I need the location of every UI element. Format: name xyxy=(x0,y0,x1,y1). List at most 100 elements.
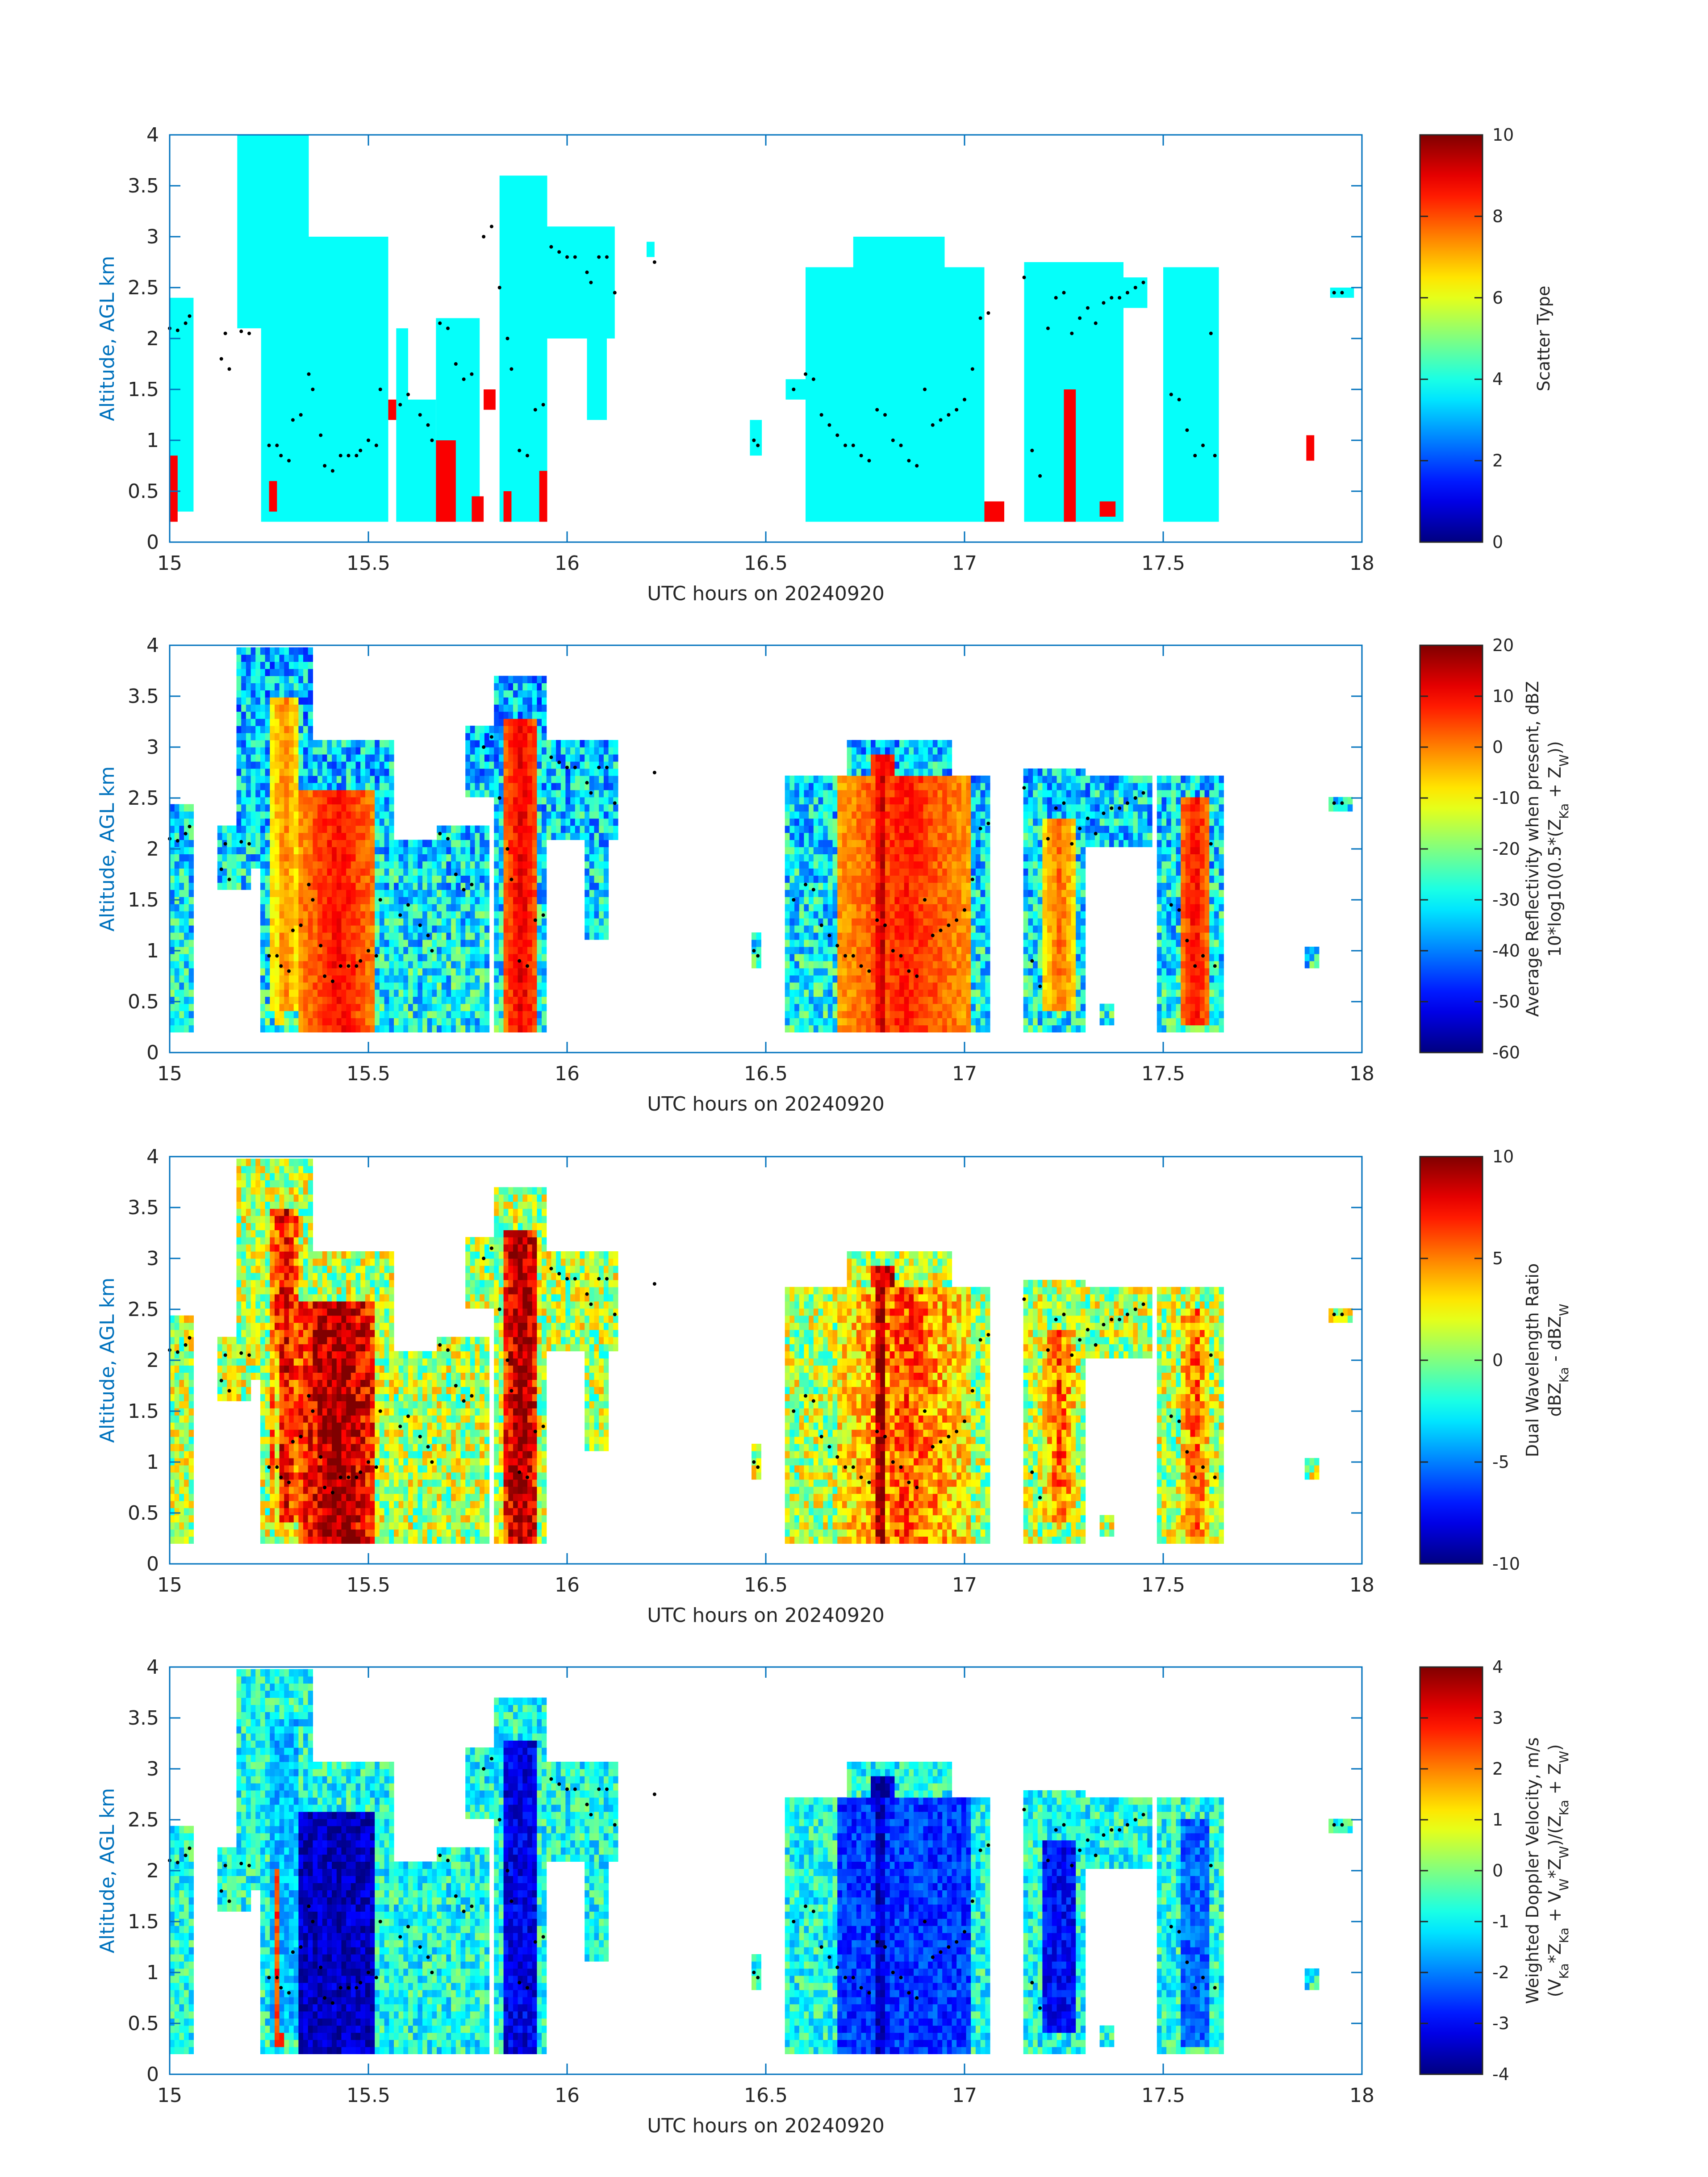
average-reflectivity-cell xyxy=(890,790,895,798)
average-reflectivity-cell xyxy=(317,861,322,869)
average-reflectivity-cell xyxy=(265,982,270,990)
average-reflectivity-cell xyxy=(537,947,542,954)
average-reflectivity-cell xyxy=(384,761,389,769)
average-reflectivity-cell xyxy=(303,890,308,897)
average-reflectivity-cell xyxy=(527,932,532,940)
average-reflectivity-cell xyxy=(542,697,547,705)
average-reflectivity-cell xyxy=(260,904,265,911)
average-reflectivity-cell xyxy=(251,733,256,740)
average-reflectivity-cell xyxy=(513,697,518,705)
average-reflectivity-cell xyxy=(475,740,480,748)
average-reflectivity-cell xyxy=(904,1011,909,1019)
average-reflectivity-cell xyxy=(389,904,394,911)
average-reflectivity-cell xyxy=(956,932,961,940)
average-reflectivity-cell xyxy=(933,882,938,890)
average-reflectivity-cell xyxy=(179,925,184,933)
average-reflectivity-cell xyxy=(785,925,790,933)
average-reflectivity-cell xyxy=(785,961,790,969)
average-reflectivity-cell xyxy=(909,911,914,919)
average-reflectivity-cell xyxy=(532,747,537,755)
average-reflectivity-cell xyxy=(451,997,456,1004)
average-reflectivity-cell xyxy=(284,726,289,733)
average-reflectivity-cell xyxy=(947,776,952,783)
average-reflectivity-cell xyxy=(518,875,523,883)
radiosonde-dot xyxy=(279,454,283,457)
average-reflectivity-cell xyxy=(814,1011,819,1019)
average-reflectivity-cell xyxy=(356,1011,361,1019)
average-reflectivity-cell xyxy=(470,947,475,954)
average-reflectivity-cell xyxy=(275,662,280,669)
average-reflectivity-cell xyxy=(847,875,852,883)
average-reflectivity-cell xyxy=(280,954,284,961)
average-reflectivity-cell xyxy=(384,911,389,919)
average-reflectivity-cell xyxy=(537,975,542,983)
average-reflectivity-cell xyxy=(933,854,938,861)
average-reflectivity-cell xyxy=(284,1011,289,1019)
radiosonde-dot xyxy=(827,423,831,427)
average-reflectivity-cell xyxy=(551,826,556,833)
average-reflectivity-cell xyxy=(289,847,294,854)
average-reflectivity-cell xyxy=(265,747,270,755)
average-reflectivity-cell xyxy=(275,655,280,662)
average-reflectivity-cell xyxy=(842,918,847,926)
average-reflectivity-cell xyxy=(313,940,317,947)
average-reflectivity-cell xyxy=(933,975,938,983)
average-reflectivity-cell xyxy=(394,911,399,919)
average-reflectivity-cell xyxy=(270,961,275,969)
average-reflectivity-cell xyxy=(861,997,866,1004)
average-reflectivity-cell xyxy=(609,811,614,819)
average-reflectivity-cell xyxy=(828,954,833,961)
average-reflectivity-cell xyxy=(360,740,365,748)
average-reflectivity-cell xyxy=(437,990,442,997)
average-reflectivity-cell xyxy=(933,1004,938,1011)
average-reflectivity-cell xyxy=(475,733,480,740)
average-reflectivity-cell xyxy=(494,904,499,911)
average-reflectivity-cell xyxy=(580,747,585,755)
average-reflectivity-cell xyxy=(947,1011,952,1019)
average-reflectivity-cell xyxy=(465,882,470,890)
average-reflectivity-cell xyxy=(408,875,413,883)
average-reflectivity-cell xyxy=(804,868,809,876)
average-reflectivity-cell xyxy=(814,997,819,1004)
average-reflectivity-cell xyxy=(570,804,575,812)
average-reflectivity-cell xyxy=(504,690,509,698)
average-reflectivity-cell xyxy=(380,882,384,890)
average-reflectivity-cell xyxy=(504,990,509,997)
average-reflectivity-cell xyxy=(289,669,294,676)
average-reflectivity-cell xyxy=(270,811,275,819)
average-reflectivity-cell xyxy=(346,747,351,755)
average-reflectivity-cell xyxy=(275,940,280,947)
average-reflectivity-cell xyxy=(280,1025,284,1032)
average-reflectivity-cell xyxy=(890,904,895,911)
average-reflectivity-cell xyxy=(914,833,919,840)
average-reflectivity-cell xyxy=(513,961,518,969)
average-reflectivity-cell xyxy=(518,847,523,854)
average-reflectivity-cell xyxy=(556,804,561,812)
average-reflectivity-cell xyxy=(365,918,370,926)
average-reflectivity-cell xyxy=(504,1018,509,1026)
average-reflectivity-cell xyxy=(589,783,594,790)
average-reflectivity-cell xyxy=(351,954,356,961)
average-reflectivity-cell xyxy=(179,975,184,983)
average-reflectivity-cell xyxy=(251,747,256,755)
average-reflectivity-cell xyxy=(890,776,895,783)
average-reflectivity-cell xyxy=(422,840,427,848)
average-reflectivity-cell xyxy=(255,783,260,790)
average-reflectivity-cell xyxy=(237,797,242,805)
average-reflectivity-cell xyxy=(332,769,337,776)
average-reflectivity-cell xyxy=(346,804,351,812)
average-reflectivity-cell xyxy=(346,826,351,833)
average-reflectivity-cell xyxy=(270,932,275,940)
average-reflectivity-cell xyxy=(403,861,408,869)
average-reflectivity-cell xyxy=(894,740,899,748)
average-reflectivity-cell xyxy=(298,854,303,861)
average-reflectivity-cell xyxy=(351,982,356,990)
radiosonde-dot xyxy=(430,439,434,442)
average-reflectivity-cell xyxy=(380,990,384,997)
average-reflectivity-cell xyxy=(585,797,589,805)
radiosonde-dot xyxy=(176,329,180,332)
average-reflectivity-cell xyxy=(794,968,799,976)
average-reflectivity-cell xyxy=(313,833,317,840)
average-reflectivity-cell xyxy=(175,826,180,833)
average-reflectivity-cell xyxy=(217,875,222,883)
